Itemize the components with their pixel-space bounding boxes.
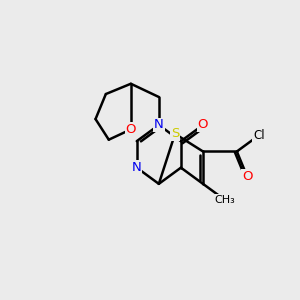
Text: O: O xyxy=(126,123,136,136)
Text: N: N xyxy=(132,161,142,174)
Text: N: N xyxy=(154,118,164,131)
Text: O: O xyxy=(198,118,208,131)
Text: Cl: Cl xyxy=(253,129,265,142)
Text: S: S xyxy=(171,127,179,140)
Text: O: O xyxy=(242,170,252,183)
Text: CH₃: CH₃ xyxy=(215,195,236,205)
